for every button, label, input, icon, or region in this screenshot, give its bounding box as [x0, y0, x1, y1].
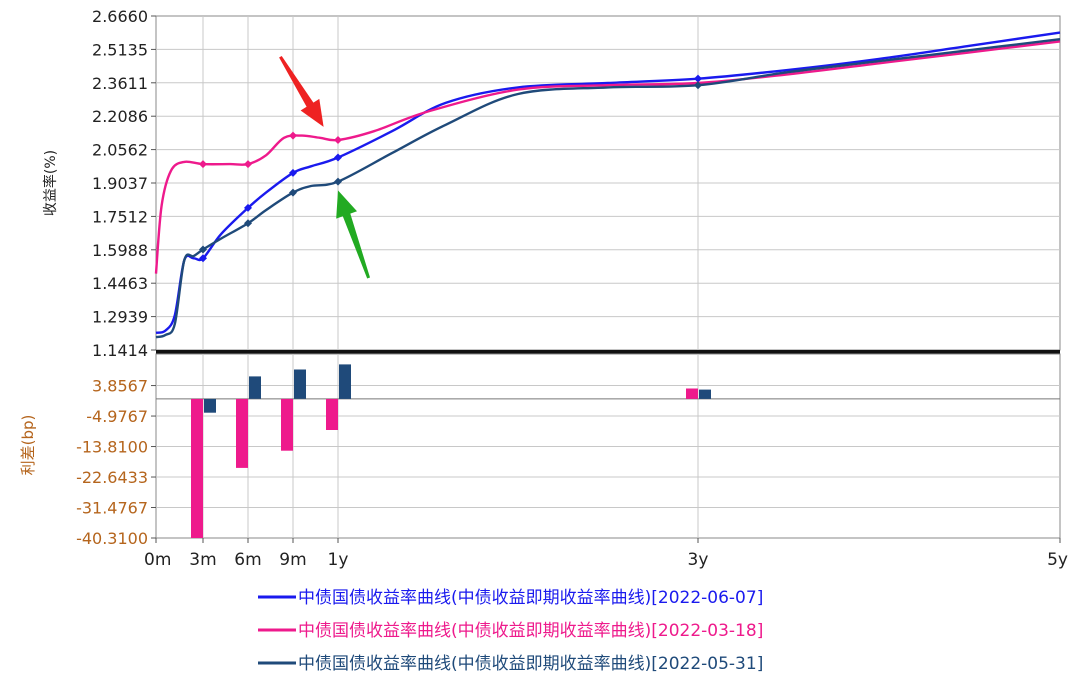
y-tick-label: 1.5988 — [92, 241, 148, 260]
spread-bar-2022-03-18 — [686, 388, 698, 399]
y-tick-label: 1.2939 — [92, 308, 148, 327]
series-marker-0 — [244, 203, 252, 212]
bottom-panel: 3.8567 -4.9767 -13.8100 -22.6433 -31.4767 -40… — [19, 353, 1061, 548]
top-panel-series — [154, 31, 1061, 339]
top-panel-ylabel: 收益率(%) — [42, 150, 59, 216]
series-marker-2 — [289, 188, 297, 197]
spread-bar-2022-05-31 — [249, 376, 261, 399]
y-tick-label: 2.5135 — [92, 40, 148, 59]
series-marker-1 — [244, 160, 252, 169]
y-tick-label: -31.4767 — [76, 499, 148, 518]
series-marker-2 — [334, 177, 342, 186]
legend: 中债国债收益率曲线(中债收益即期收益率曲线)[2022-06-07] 中债国债收益… — [258, 588, 763, 674]
spread-bar-2022-03-18 — [281, 398, 293, 451]
y-tick-label: 1.9037 — [92, 174, 148, 193]
x-axis: 0m 3m 6m 9m 1y 3y 5y — [144, 538, 1068, 570]
bottom-panel-grid — [156, 354, 1060, 538]
y-tick-label: 2.2086 — [92, 107, 148, 126]
y-tick-label: -22.6433 — [76, 468, 148, 487]
y-tick-label: -4.9767 — [86, 407, 148, 426]
top-panel-annotations — [279, 56, 370, 279]
x-tick-label: 0m — [144, 550, 171, 570]
annotation-arrow-red — [279, 56, 324, 127]
bottom-panel-frame — [155, 353, 1061, 539]
bottom-panel-ylabel: 利差(bp) — [19, 415, 37, 476]
y-tick-label: 2.3611 — [92, 74, 148, 93]
series-line-1 — [154, 40, 1061, 274]
series-marker-1 — [199, 160, 207, 169]
series-marker-2 — [694, 81, 702, 90]
series-marker-0 — [334, 153, 342, 162]
top-panel-grid — [156, 16, 1060, 350]
legend-label: 中债国债收益率曲线(中债收益即期收益率曲线)[2022-05-31] — [298, 654, 763, 674]
y-tick-label: 2.6660 — [92, 7, 148, 26]
legend-label: 中债国债收益率曲线(中债收益即期收益率曲线)[2022-06-07] — [298, 588, 763, 608]
annotation-arrow-green — [336, 190, 370, 279]
x-tick-label: 3m — [189, 550, 216, 570]
y-tick-label: 1.1414 — [92, 341, 148, 360]
y-tick-label: 3.8567 — [92, 377, 148, 396]
legend-label: 中债国债收益率曲线(中债收益即期收益率曲线)[2022-03-18] — [298, 621, 763, 641]
y-tick-label: 1.7512 — [92, 207, 148, 226]
series-marker-1 — [334, 135, 342, 144]
y-tick-label: -40.3100 — [76, 529, 148, 548]
spread-bar-2022-05-31 — [204, 398, 216, 413]
series-marker-1 — [289, 131, 297, 140]
series-line-2 — [155, 38, 1061, 339]
spread-bar-2022-05-31 — [699, 389, 711, 399]
y-tick-label: 1.4463 — [92, 274, 148, 293]
x-tick-label: 1y — [328, 550, 349, 570]
series-marker-2 — [199, 245, 207, 254]
y-tick-label: 2.0562 — [92, 141, 148, 160]
x-tick-label: 9m — [279, 550, 306, 570]
bottom-panel-y-ticks: 3.8567 -4.9767 -13.8100 -22.6433 -31.4767 -40… — [76, 377, 156, 548]
series-marker-0 — [694, 74, 702, 83]
spread-bar-2022-05-31 — [339, 364, 351, 399]
y-tick-label: -13.8100 — [76, 438, 148, 457]
spread-bar-2022-03-18 — [236, 398, 248, 468]
x-tick-label: 3y — [688, 550, 709, 570]
spread-bar-2022-03-18 — [326, 398, 338, 430]
series-marker-0 — [199, 254, 207, 263]
top-panel: 2.6660 2.5135 2.3611 2.2086 2.0562 1.9037 1.75… — [42, 7, 1061, 360]
top-panel-y-ticks: 2.6660 2.5135 2.3611 2.2086 2.0562 1.9037 1.75… — [92, 7, 156, 360]
bottom-panel-bars — [191, 364, 711, 538]
series-marker-0 — [289, 168, 297, 177]
x-tick-label: 5y — [1047, 550, 1068, 570]
x-tick-label: 6m — [234, 550, 261, 570]
series-marker-2 — [244, 219, 252, 228]
spread-bar-2022-03-18 — [191, 398, 203, 538]
spread-bar-2022-05-31 — [294, 369, 306, 399]
